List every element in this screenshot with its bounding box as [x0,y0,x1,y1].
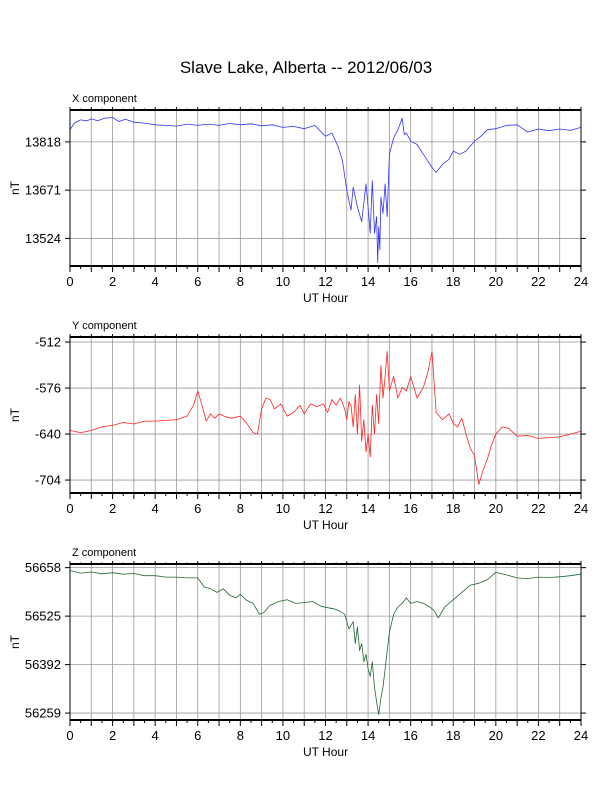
x-tick-label: 22 [531,728,545,743]
y-axis-title: nT [8,634,22,649]
x-tick-label: 24 [574,501,588,516]
x-tick-label: 24 [574,728,588,743]
series-line-z [69,570,582,715]
x-tick-label: 22 [531,501,545,516]
x-tick-label: 2 [109,274,116,289]
x-tick-label: 6 [194,274,201,289]
x-tick-label: 14 [361,728,375,743]
x-axis-title: UT Hour [303,518,348,532]
page-title: Slave Lake, Alberta -- 2012/06/03 [179,58,433,77]
x-axis-title: UT Hour [303,291,348,305]
y-tick-label: 56525 [25,609,61,624]
x-tick-label: 10 [276,501,290,516]
x-tick-label: 12 [318,274,332,289]
y-tick-label: 56259 [25,706,61,721]
series-line-y [69,350,582,485]
x-tick-label: 0 [66,501,73,516]
x-tick-label: 18 [446,501,460,516]
x-tick-label: 2 [109,728,116,743]
x-axis-title: UT Hour [303,745,348,759]
y-tick-label: 13671 [25,183,61,198]
x-tick-label: 12 [318,501,332,516]
x-tick-label: 4 [152,274,159,289]
x-tick-label: 6 [194,728,201,743]
y-tick-label: -704 [35,473,61,488]
series-line-x [69,117,582,264]
panel-label-y: Y component [72,320,137,332]
x-tick-label: 8 [237,501,244,516]
x-tick-label: 16 [403,501,417,516]
x-tick-label: 18 [446,728,460,743]
x-tick-label: 14 [361,501,375,516]
x-tick-label: 8 [237,728,244,743]
x-tick-label: 4 [152,728,159,743]
x-tick-label: 0 [66,728,73,743]
y-tick-label: 13818 [25,134,61,149]
x-tick-label: 10 [276,728,290,743]
x-tick-label: 0 [66,274,73,289]
x-tick-label: 20 [489,728,503,743]
y-tick-label: 56392 [25,657,61,672]
x-tick-label: 22 [531,274,545,289]
y-tick-label: 13524 [25,231,61,246]
y-tick-label: -512 [35,335,61,350]
x-tick-label: 2 [109,501,116,516]
x-tick-label: 10 [276,274,290,289]
x-tick-label: 20 [489,501,503,516]
x-tick-label: 18 [446,274,460,289]
panel-label-x: X component [72,93,137,105]
panel-label-z: Z component [72,547,136,559]
x-tick-label: 4 [152,501,159,516]
y-axis-title: nT [8,180,22,195]
x-tick-label: 6 [194,501,201,516]
y-axis-title: nT [8,407,22,422]
x-tick-label: 16 [403,274,417,289]
x-tick-label: 14 [361,274,375,289]
y-tick-label: -640 [35,427,61,442]
x-tick-label: 12 [318,728,332,743]
x-tick-label: 20 [489,274,503,289]
x-tick-label: 16 [403,728,417,743]
y-tick-label: -576 [35,381,61,396]
x-tick-label: 8 [237,274,244,289]
y-tick-label: 56658 [25,560,61,575]
x-tick-label: 24 [574,274,588,289]
